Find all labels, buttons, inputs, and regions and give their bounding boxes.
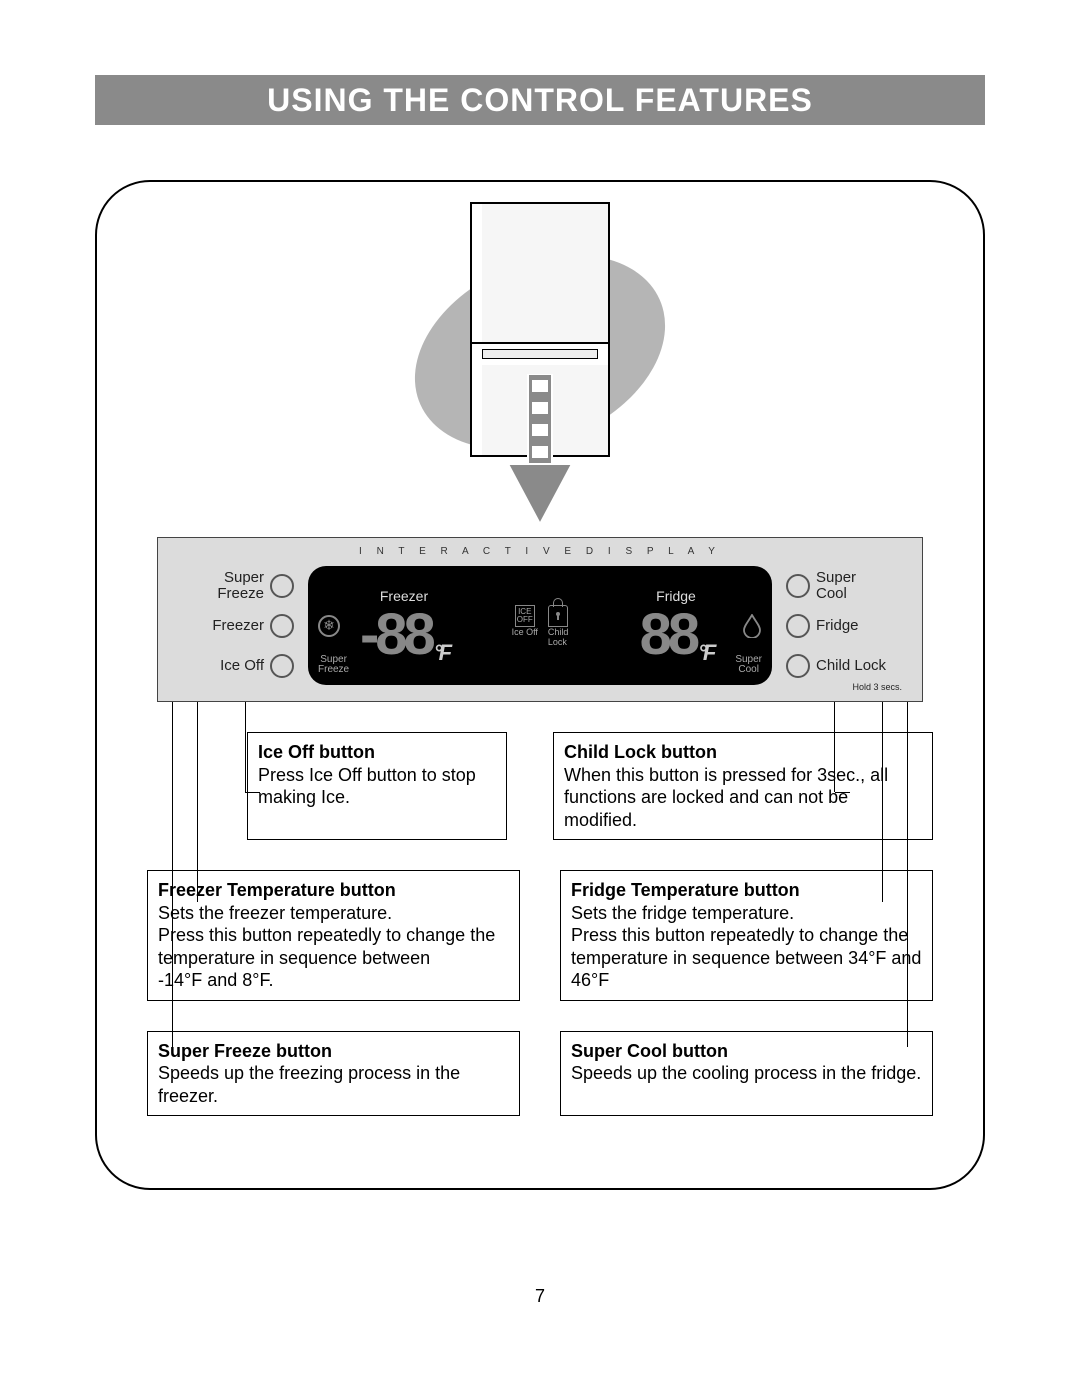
super-freeze-button[interactable]: SuperFreeze: [174, 566, 294, 606]
super-cool-button[interactable]: SuperCool: [786, 566, 906, 606]
lcd-display: ❄ Freezer -88 °F SuperFreeze ICE OFF: [308, 566, 772, 685]
ice-off-indicator-label: Ice Off: [512, 627, 538, 637]
callout-row: Ice Off button Press Ice Off button to s…: [147, 732, 933, 840]
callout-body: Press Ice Off button to stop making Ice.: [258, 764, 496, 809]
ice-off-label: Ice Off: [220, 658, 264, 674]
callout-body: Sets the fridge temperature.Press this b…: [571, 902, 922, 992]
freezer-temp-readout: -88 °F: [360, 606, 448, 664]
freezer-temp-callout: Freezer Temperature button Sets the free…: [147, 870, 520, 1001]
panel-header-text: I N T E R A C T I V E D I S P L A Y: [158, 546, 922, 557]
freezer-temp-button[interactable]: Freezer: [174, 606, 294, 646]
button-ring-icon: [786, 654, 810, 678]
callout-title: Fridge Temperature button: [571, 879, 922, 902]
refrigerator-illustration: [400, 202, 680, 522]
lock-icon: [548, 605, 568, 627]
callout-title: Child Lock button: [564, 741, 922, 764]
callout-row: Freezer Temperature button Sets the free…: [147, 870, 933, 1001]
callout-title: Ice Off button: [258, 741, 496, 764]
callout-body: When this button is pressed for 3sec., a…: [564, 764, 922, 832]
child-lock-indicator: ChildLock: [548, 605, 569, 647]
manual-page: USING THE CONTROL FEATURES I N T E R A C…: [0, 0, 1080, 1397]
child-lock-label: Child Lock: [816, 658, 886, 674]
water-drop-icon: [742, 614, 762, 638]
callout-body: Sets the freezer temperature.Press this …: [158, 902, 509, 992]
ice-off-button[interactable]: Ice Off: [174, 646, 294, 686]
fridge-unit: °F: [698, 642, 712, 664]
button-ring-icon: [270, 614, 294, 638]
super-freeze-label: SuperFreeze: [217, 570, 264, 602]
child-lock-button[interactable]: Child Lock: [786, 646, 906, 686]
center-indicator-group: ICE OFF Ice Off ChildLock: [500, 566, 580, 685]
arrow-down-icon: [490, 374, 590, 534]
section-title-bar: USING THE CONTROL FEATURES: [95, 75, 985, 125]
callout-body: Speeds up the freezing process in the fr…: [158, 1062, 509, 1107]
child-lock-indicator-label: ChildLock: [548, 627, 569, 647]
freezer-display-section: ❄ Freezer -88 °F SuperFreeze: [308, 566, 500, 685]
fridge-temp-callout: Fridge Temperature button Sets the fridg…: [560, 870, 933, 1001]
section-title: USING THE CONTROL FEATURES: [267, 82, 813, 119]
super-freeze-indicator: SuperFreeze: [318, 655, 349, 675]
child-lock-hold-hint: Hold 3 secs.: [786, 682, 906, 692]
ice-off-icon: ICE OFF: [515, 605, 535, 627]
button-ring-icon: [270, 574, 294, 598]
callout-body: Speeds up the cooling process in the fri…: [571, 1062, 922, 1085]
button-ring-icon: [270, 654, 294, 678]
fridge-digits: 88: [640, 606, 697, 664]
panel-right-button-column: SuperCool Fridge Child Lock Hold 3 secs.: [786, 566, 906, 692]
control-panel: I N T E R A C T I V E D I S P L A Y Supe…: [157, 537, 923, 702]
fridge-label: Fridge: [816, 618, 859, 634]
button-ring-icon: [786, 614, 810, 638]
ice-off-indicator: ICE OFF Ice Off: [512, 605, 538, 647]
freezer-unit: °F: [434, 642, 448, 664]
callout-group: Ice Off button Press Ice Off button to s…: [147, 732, 933, 1146]
fridge-top-compartment: [472, 204, 608, 344]
callout-title: Freezer Temperature button: [158, 879, 509, 902]
super-freeze-callout: Super Freeze button Speeds up the freezi…: [147, 1031, 520, 1117]
freezer-label: Freezer: [212, 618, 264, 634]
button-ring-icon: [786, 574, 810, 598]
child-lock-callout: Child Lock button When this button is pr…: [553, 732, 933, 840]
super-cool-callout: Super Cool button Speeds up the cooling …: [560, 1031, 933, 1117]
fridge-temp-readout: 88 °F: [640, 606, 713, 664]
ice-off-callout: Ice Off button Press Ice Off button to s…: [247, 732, 507, 840]
super-cool-indicator: SuperCool: [735, 655, 762, 675]
figure-frame: I N T E R A C T I V E D I S P L A Y Supe…: [95, 180, 985, 1190]
snowflake-icon: ❄: [318, 615, 340, 637]
fridge-temp-button[interactable]: Fridge: [786, 606, 906, 646]
freezer-digits: -88: [360, 606, 432, 664]
callout-title: Super Freeze button: [158, 1040, 509, 1063]
super-cool-label: SuperCool: [816, 570, 856, 602]
callout-row: Super Freeze button Speeds up the freezi…: [147, 1031, 933, 1117]
panel-left-button-column: SuperFreeze Freezer Ice Off: [174, 566, 294, 686]
page-number: 7: [0, 1286, 1080, 1307]
fridge-display-section: Fridge 88 °F SuperCool: [580, 566, 772, 685]
callout-title: Super Cool button: [571, 1040, 922, 1063]
fridge-handle: [482, 349, 598, 359]
